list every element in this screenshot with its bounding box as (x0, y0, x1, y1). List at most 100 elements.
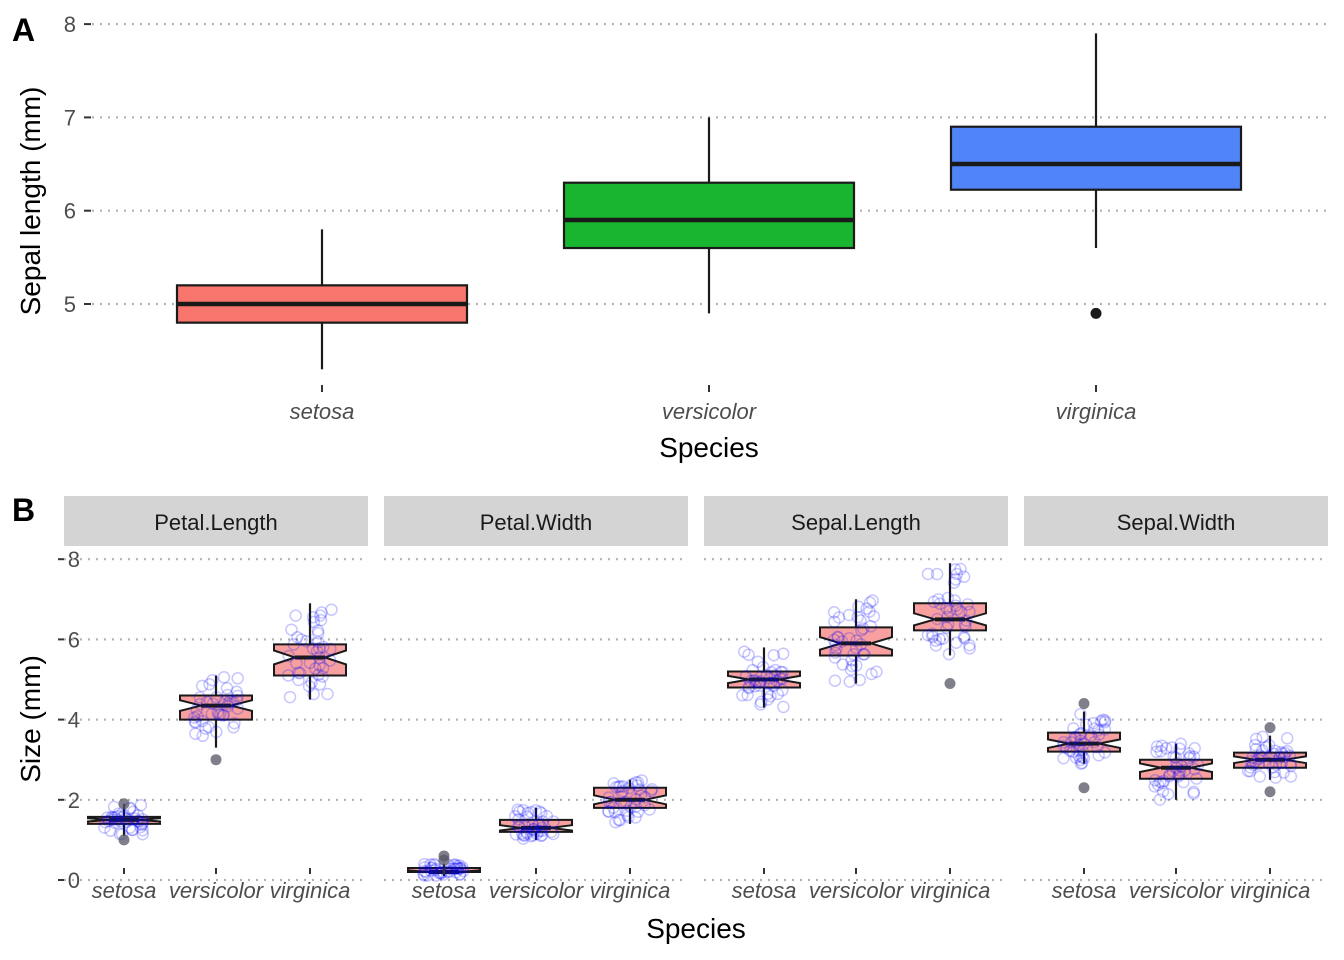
notched-box-versicolor (819, 626, 893, 657)
jitter-point (105, 810, 118, 824)
jitter-point (1268, 744, 1282, 758)
jitter-point (1151, 778, 1165, 792)
jitter-point (449, 865, 463, 879)
jitter-point (441, 865, 454, 879)
jitter-point (963, 638, 976, 652)
jitter-point (768, 663, 782, 677)
jitter-point (941, 610, 954, 624)
jitter-point (200, 695, 214, 709)
jitter-point (749, 679, 762, 693)
jitter-point (754, 674, 767, 688)
jitter-point (434, 866, 447, 879)
jitter-point (1256, 730, 1269, 744)
jitter-point (1159, 742, 1173, 755)
jitter-point (1260, 740, 1273, 754)
jitter-point (424, 864, 438, 877)
jitter-point (205, 707, 219, 721)
jitter-point (120, 815, 133, 829)
notched-box-versicolor (499, 818, 573, 833)
x-tick-label: virginica (270, 878, 351, 903)
jitter-point (217, 671, 231, 684)
jitter-point (114, 815, 127, 828)
jitter-point (616, 780, 630, 793)
jitter-point (1067, 722, 1080, 735)
jitter-point (527, 829, 540, 842)
jitter-point (196, 714, 209, 728)
jitter-point (424, 861, 438, 875)
jitter-point (1284, 770, 1298, 783)
jitter-point (534, 829, 548, 843)
jitter-point (958, 617, 972, 631)
jitter-point (1072, 738, 1086, 752)
jitter-point (230, 693, 244, 707)
y-axis-title: Sepal length (mm) (15, 87, 46, 316)
jitter-point (527, 822, 540, 836)
jitter-point (870, 665, 883, 679)
jitter-point (424, 858, 437, 871)
jitter-point (1275, 756, 1289, 770)
jitter-point (753, 679, 767, 692)
jitter-point (305, 676, 318, 689)
jitter-point (450, 862, 464, 875)
jitter-point (1166, 764, 1179, 778)
jitter-point (850, 634, 863, 647)
jitter-point (132, 815, 146, 828)
jitter-point (1150, 745, 1163, 759)
jitter-point (1068, 730, 1081, 744)
jitter-point (1252, 752, 1265, 766)
jitter-point (1187, 750, 1201, 764)
jitter-point (607, 777, 620, 790)
jitter-point (619, 795, 633, 809)
jitter-point (454, 862, 467, 875)
jitter-point (227, 721, 240, 734)
jitter-point (193, 691, 207, 704)
jitter-point (434, 867, 448, 880)
jitter-point (1274, 745, 1288, 759)
jitter-point (102, 814, 116, 828)
jitter-point (827, 606, 841, 619)
jitter-point (547, 815, 560, 828)
jitter-point (765, 665, 778, 679)
jitter-point (1076, 751, 1089, 764)
jitter-point (428, 858, 441, 872)
jitter-point (776, 647, 790, 660)
jitter-point (1273, 751, 1286, 764)
jitter-point (943, 604, 956, 618)
jitter-point (829, 638, 842, 652)
jitter-point (926, 630, 939, 644)
jitter-point (831, 630, 844, 644)
jitter-point (1170, 761, 1183, 775)
jitter-point (950, 567, 964, 581)
jitter-point (1157, 774, 1171, 788)
box-virginica (949, 125, 1243, 191)
jitter-point (1073, 744, 1086, 757)
jitter-point (210, 725, 223, 739)
jitter-point (933, 597, 947, 610)
jitter-point (941, 618, 955, 631)
jitter-point (1170, 757, 1183, 770)
jitter-point (189, 727, 202, 740)
jitter-point (188, 715, 202, 729)
jitter-point (135, 817, 149, 831)
jitter-point (418, 857, 431, 871)
jitter-point (1077, 737, 1091, 751)
jitter-point (1098, 715, 1112, 729)
jitter-point (535, 806, 548, 820)
x-axis-title: Species (659, 432, 759, 463)
jitter-point (134, 820, 147, 834)
jitter-point (644, 784, 658, 798)
jitter-point (131, 809, 145, 822)
jitter-point (315, 606, 328, 619)
jitter-point (849, 659, 863, 672)
jitter-point (1277, 750, 1291, 764)
x-tick-label: virginica (590, 878, 671, 903)
jitter-point (196, 729, 209, 743)
jitter-point (189, 716, 202, 729)
jitter-point (1154, 775, 1167, 789)
jitter-point (119, 812, 132, 825)
jitter-point (546, 827, 560, 841)
jitter-point (524, 805, 538, 819)
jitter-point (513, 805, 526, 818)
jitter-point (768, 668, 782, 682)
jitter-point (509, 828, 523, 841)
